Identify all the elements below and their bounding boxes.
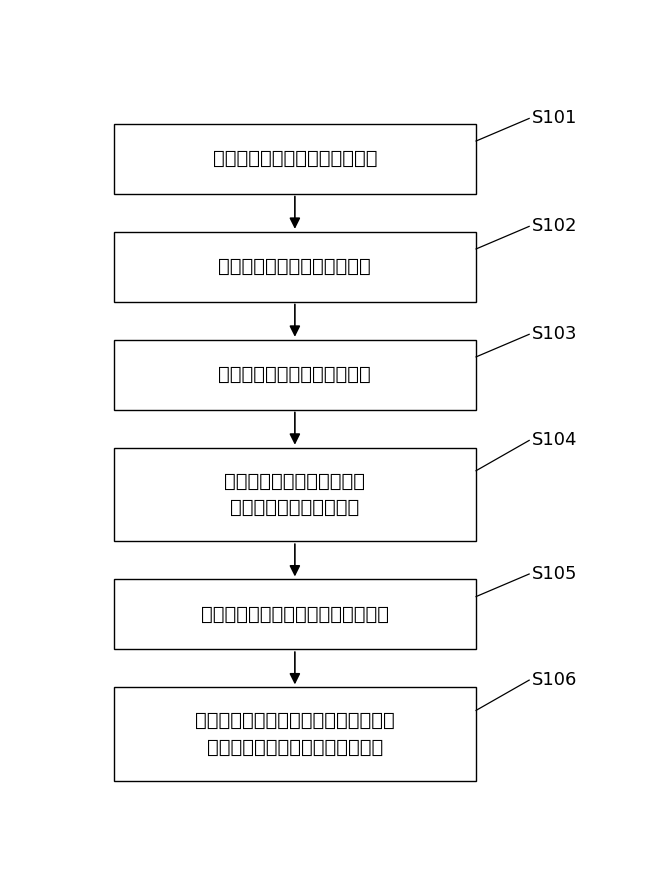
Text: 根据电力变压器整体分数以及分数区间
云模型确定电力变压器的状态等级: 根据电力变压器整体分数以及分数区间 云模型确定电力变压器的状态等级 [195,711,395,757]
Text: 确定状态量状态区间分数，
计算电力变压器整体分数: 确定状态量状态区间分数， 计算电力变压器整体分数 [224,472,366,517]
Text: 收集样本变压器状态量数据信息: 收集样本变压器状态量数据信息 [212,149,377,168]
Bar [115,447,476,541]
Bar [115,580,476,649]
Text: S105: S105 [532,565,578,583]
Text: 利用粗糙集计算状态量的权重: 利用粗糙集计算状态量的权重 [218,365,371,384]
Text: S103: S103 [532,325,578,343]
Text: S104: S104 [532,431,578,449]
Bar [115,232,476,301]
Text: 建立电力变压器状态分数区间云模型: 建立电力变压器状态分数区间云模型 [201,605,389,624]
Text: S102: S102 [532,217,578,236]
Text: 利用云模型预处理状态量数据: 利用云模型预处理状态量数据 [218,257,371,276]
Text: S106: S106 [532,671,577,689]
Bar [115,124,476,194]
Bar [115,687,476,781]
Text: S101: S101 [532,109,577,127]
Bar [115,340,476,410]
